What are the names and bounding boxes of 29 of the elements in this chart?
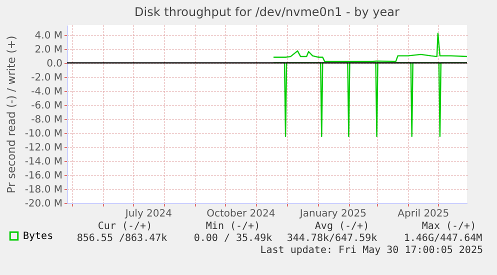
text: Cur (-/+) — [98, 221, 152, 232]
y-tick-label: -14.0 M — [24, 156, 62, 168]
y-tick-label: -8.0 M — [31, 114, 62, 126]
text: Min (-/+) — [206, 221, 260, 232]
text: 0.00 / 35.49k — [194, 233, 272, 244]
y-tick-label: -18.0 M — [24, 184, 62, 196]
y-tick-label: -10.0 M — [24, 128, 62, 140]
text: Last update: Fri May 30 17:00:05 2025 — [260, 245, 483, 256]
y-tick-label: -4.0 M — [31, 86, 62, 98]
chart-title: Disk throughput for /dev/nvme0n1 - by year — [134, 5, 400, 19]
text: 344.78k/647.59k — [286, 233, 378, 244]
x-tick-label: January 2025 — [298, 208, 366, 220]
y-tick-label: -12.0 M — [24, 142, 62, 154]
y-axis-title: Pr second read (-) / write (+) — [4, 36, 18, 194]
x-tick-label: July 2024 — [124, 208, 172, 220]
y-tick-label: 4.0 M — [34, 30, 62, 42]
x-tick-label: October 2024 — [206, 208, 276, 220]
y-tick-label: 2.0 M — [34, 44, 62, 56]
legend-label: Bytes — [23, 231, 54, 242]
x-tick-label: April 2025 — [398, 208, 450, 220]
text: Avg (-/+) — [314, 221, 370, 232]
y-tick-label: -2.0 M — [31, 72, 62, 84]
y-tick-label: -20.0 M — [24, 198, 62, 210]
y-tick-label: -16.0 M — [24, 170, 62, 182]
text: Max (-/+) — [422, 221, 476, 232]
text: 1.46G/447.64M — [404, 233, 482, 244]
y-tick-label: -6.0 M — [31, 100, 62, 112]
text: 856.55 /863.47k — [76, 233, 168, 244]
y-tick-label: 0.0 — [46, 58, 62, 70]
